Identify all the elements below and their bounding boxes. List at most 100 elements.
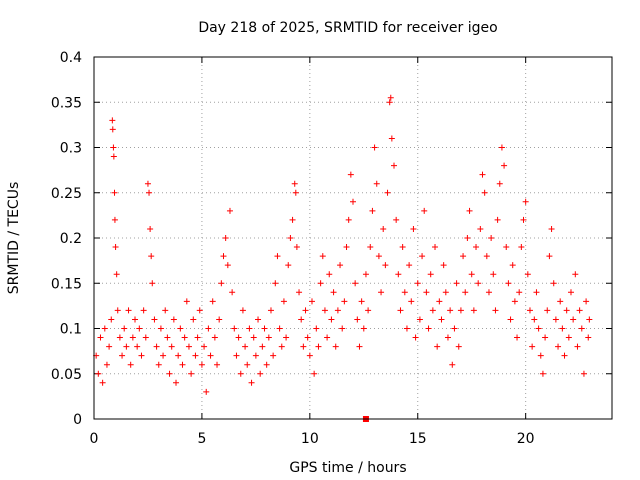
data-point — [477, 225, 484, 232]
data-point — [229, 289, 236, 296]
data-point — [345, 216, 352, 223]
data-point — [185, 343, 192, 350]
data-point — [427, 271, 434, 278]
data-point — [257, 370, 264, 377]
data-point — [382, 262, 389, 269]
data-point — [220, 253, 227, 260]
data-point — [179, 361, 186, 368]
data-point — [119, 352, 126, 359]
data-point — [412, 334, 419, 341]
data-point — [453, 280, 460, 287]
data-point — [451, 325, 458, 332]
data-point — [123, 343, 130, 350]
plot-frame — [93, 56, 613, 420]
data-point — [168, 343, 175, 350]
data-point — [563, 307, 570, 314]
data-point — [308, 298, 315, 305]
data-point — [403, 325, 410, 332]
data-point — [326, 271, 333, 278]
data-point — [149, 280, 156, 287]
data-point — [585, 334, 592, 341]
data-point — [586, 316, 593, 323]
data-point — [419, 253, 426, 260]
data-point — [289, 216, 296, 223]
data-point — [533, 289, 540, 296]
data-point — [144, 180, 151, 187]
data-point — [190, 316, 197, 323]
data-point — [328, 316, 335, 323]
data-point — [278, 343, 285, 350]
y-axis-label: SRMTID / TECUs — [6, 182, 22, 295]
data-point — [391, 162, 398, 169]
data-point — [175, 352, 182, 359]
data-point — [109, 117, 116, 124]
data-point — [460, 253, 467, 260]
data-point — [380, 225, 387, 232]
data-point — [362, 271, 369, 278]
data-point — [250, 334, 257, 341]
data-point — [384, 189, 391, 196]
data-point — [343, 244, 350, 251]
y-tick-label: 0 — [73, 412, 82, 428]
data-point — [574, 343, 581, 350]
data-point — [375, 253, 382, 260]
data-point — [280, 298, 287, 305]
data-point — [166, 370, 173, 377]
data-point — [416, 316, 423, 323]
data-point — [531, 316, 538, 323]
data-point — [466, 207, 473, 214]
y-tick-label: 0.35 — [51, 95, 82, 111]
data-point — [287, 235, 294, 241]
data-point — [306, 352, 313, 359]
data-point — [455, 343, 462, 350]
data-point — [475, 280, 482, 287]
data-point — [317, 280, 324, 287]
data-point — [365, 307, 372, 314]
data-point — [181, 334, 188, 341]
data-point — [209, 298, 216, 305]
data-point — [148, 253, 155, 260]
data-point — [507, 316, 514, 323]
data-point — [242, 343, 249, 350]
data-point — [103, 361, 110, 368]
data-points — [93, 94, 593, 422]
data-point — [298, 316, 305, 323]
data-point — [111, 216, 118, 223]
data-point — [183, 298, 190, 305]
data-point — [125, 307, 132, 314]
data-point — [302, 307, 309, 314]
y-tick-label: 0.25 — [51, 186, 82, 202]
data-point — [274, 253, 281, 260]
grid-lines — [94, 57, 612, 419]
data-point — [436, 298, 443, 305]
data-point — [354, 316, 361, 323]
data-point — [110, 153, 117, 160]
data-point — [457, 307, 464, 314]
data-point — [399, 244, 406, 251]
data-point — [442, 289, 449, 296]
data-point — [244, 361, 251, 368]
data-point — [393, 216, 400, 223]
data-point — [401, 289, 408, 296]
data-point — [479, 171, 486, 178]
data-point — [231, 325, 238, 332]
data-point — [432, 244, 439, 251]
data-point — [296, 289, 303, 296]
data-point — [170, 316, 177, 323]
data-point — [201, 343, 208, 350]
y-tick-label: 0.15 — [51, 276, 82, 292]
x-tick-label: 0 — [90, 431, 99, 447]
axis-ticks: 0 0.05 0.1 0.15 0.2 0.25 0.3 0.35 0.4 0 5 10 15 20 — [51, 50, 612, 447]
data-point — [341, 298, 348, 305]
data-point — [481, 189, 488, 196]
chart-title: Day 218 of 2025, SRMTID for receiver ige… — [198, 20, 497, 36]
data-point — [337, 262, 344, 269]
data-point — [565, 334, 572, 341]
data-point — [557, 298, 564, 305]
data-point — [423, 289, 430, 296]
data-point — [237, 370, 244, 377]
data-point — [136, 325, 143, 332]
data-point — [127, 361, 134, 368]
data-point — [321, 307, 328, 314]
data-point — [570, 316, 577, 323]
